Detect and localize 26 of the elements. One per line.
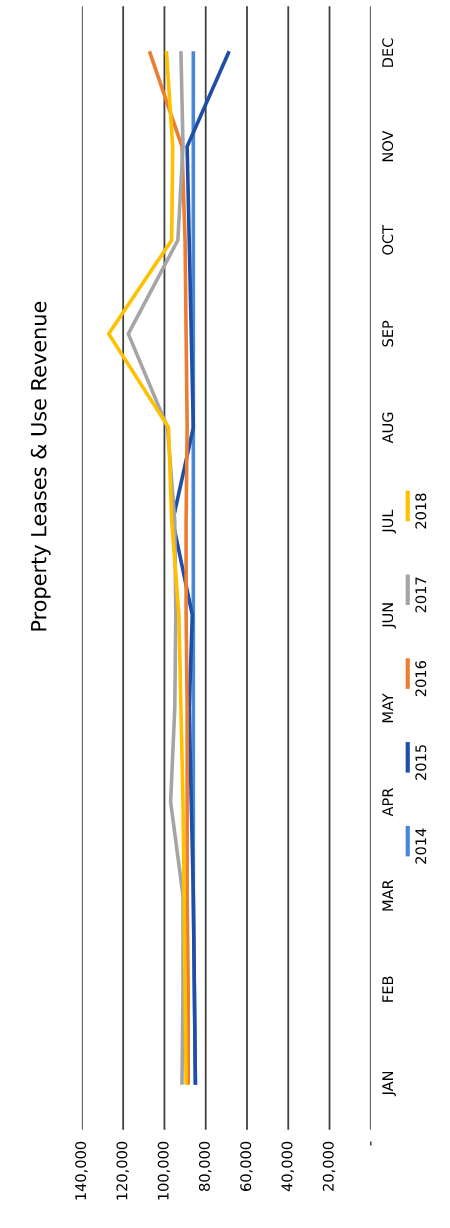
y-tick-label: JUL bbox=[382, 509, 396, 534]
x-tick-label: 20,000 bbox=[322, 1141, 336, 1191]
y-tick-label: FEB bbox=[382, 976, 393, 1002]
x-tick-label: - bbox=[370, 1141, 372, 1146]
x-tick-label: 100,000 bbox=[157, 1141, 171, 1200]
y-tick-label: AUG bbox=[382, 412, 394, 444]
legend-label: 2016 bbox=[415, 661, 427, 697]
y-tick-label: APR bbox=[382, 788, 393, 817]
x-tick-label: 140,000 bbox=[75, 1141, 88, 1200]
y-tick-label: JUN bbox=[382, 603, 396, 629]
y-tick-label: NOV bbox=[382, 130, 394, 162]
y-tick-label: SEP bbox=[382, 320, 394, 347]
y-tick-label: OCT bbox=[382, 224, 394, 255]
legend-label: 2018 bbox=[415, 493, 427, 529]
y-tick-label: MAY bbox=[382, 693, 393, 723]
y-tick-label: DEC bbox=[382, 38, 394, 67]
text: Property Leases & Use Revenue bbox=[30, 301, 51, 631]
y-tick-label: MAR bbox=[382, 879, 393, 911]
x-tick-label: 120,000 bbox=[116, 1141, 129, 1200]
y-tick-label: JAN bbox=[382, 1071, 396, 1097]
legend-label: 2014 bbox=[415, 828, 427, 864]
x-tick-label: 40,000 bbox=[281, 1141, 294, 1192]
legend-label: 2015 bbox=[415, 745, 427, 780]
legend-label: 2017 bbox=[415, 577, 427, 613]
x-tick-label: 60,000 bbox=[240, 1141, 253, 1191]
x-tick-label: 80,000 bbox=[198, 1141, 212, 1191]
